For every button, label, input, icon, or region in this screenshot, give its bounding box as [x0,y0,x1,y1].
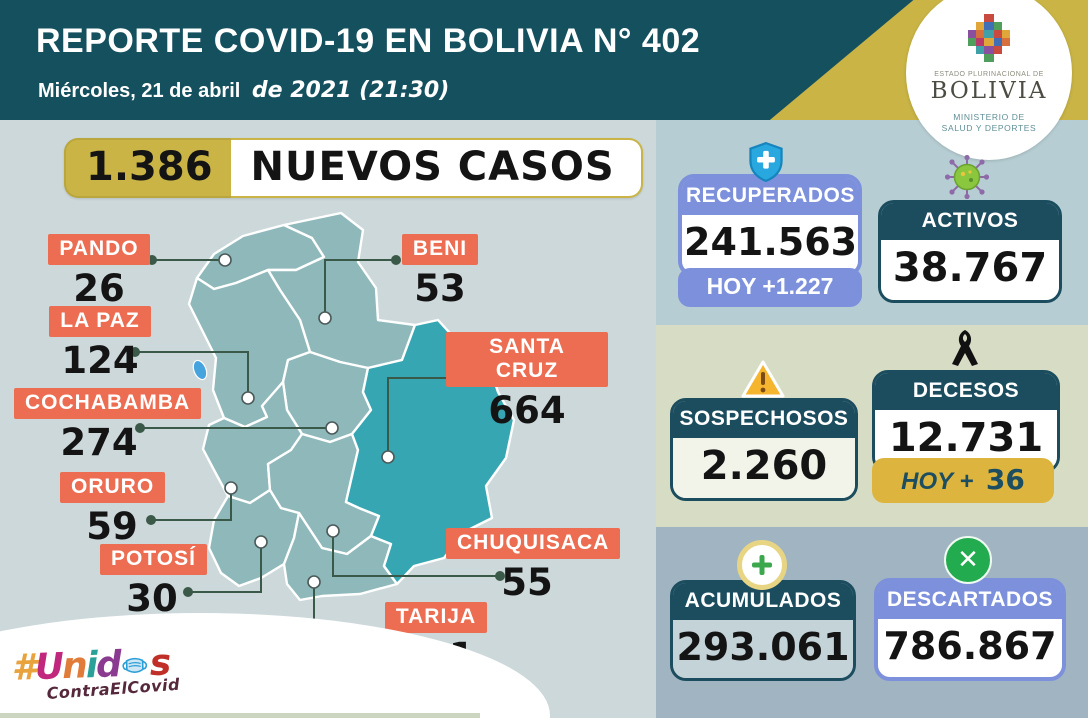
sospechosos-label: SOSPECHOSOS [673,401,855,438]
decesos-today-pill: HOY + 36 [872,458,1054,503]
report-title: REPORTE COVID-19 EN BOLIVIA N° 402 [36,22,701,60]
report-date-day: Miércoles, 21 de abril [38,80,241,102]
recuperados-label: RECUPERADOS [682,178,858,215]
label-santa-cruz: SANTA CRUZ 664 [446,332,608,429]
label-pando: PANDO 26 [44,234,154,307]
label-beni: BENI 53 [396,234,484,307]
map-panel: 1.386 NUEVOS CASOS PANDO 26 BENI 53 LA P… [0,120,656,718]
acumulados-card: ACUMULADOS 293.061 [670,580,856,681]
decesos-value: 12.731 [875,410,1057,470]
decesos-label: DECESOS [875,373,1057,410]
virus-icon [944,154,990,200]
logo-ministry-name: MINISTERIO DE SALUD Y DEPORTES [941,112,1037,134]
label-cochabamba: COCHABAMBA 274 [14,388,202,464]
activos-value: 38.767 [881,240,1059,300]
label-santa-cruz-value: 664 [488,389,566,432]
mourning-ribbon-icon [952,330,978,366]
chakana-cross-icon [968,14,1010,62]
label-potosi: POTOSÍ 30 [100,544,207,620]
label-oruro-value: 59 [86,505,138,548]
recuperados-card: RECUPERADOS 241.563 [678,174,862,277]
label-tarija-name: TARIJA [384,602,488,633]
label-potosi-value: 30 [126,577,178,620]
acumulados-label: ACUMULADOS [673,583,853,620]
label-pando-value: 26 [73,267,125,310]
new-cases-label: NUEVOS CASOS [230,138,643,198]
map-dots [218,253,395,589]
label-beni-name: BENI [401,234,479,265]
label-chuquisaca: CHUQUISACA 55 [446,528,621,604]
descartados-label: DESCARTADOS [878,582,1062,619]
report-date: Miércoles, 21 de abril de 2021 (21:30) [38,78,449,103]
lake-titicaca [192,359,208,381]
face-mask-icon [122,657,148,673]
warning-triangle-icon [741,360,785,398]
decesos-today-value: 36 [985,463,1025,496]
ministry-logo: ESTADO PLURINACIONAL DE BOLIVIA MINISTER… [906,0,1072,160]
recuperados-today-pill: HOY +1.227 [678,268,862,307]
unidos-word: #Unid s [11,642,170,689]
report-date-year-time: de 2021 (21:30) [251,78,450,103]
label-beni-value: 53 [414,267,466,310]
label-chuquisaca-name: CHUQUISACA [446,528,621,559]
activos-label: ACTIVOS [881,203,1059,240]
label-potosi-name: POTOSÍ [100,544,207,575]
label-oruro: ORURO 59 [60,472,166,548]
label-pando-name: PANDO [48,234,150,265]
shield-plus-icon [749,141,783,183]
label-oruro-name: ORURO [60,472,166,503]
label-la-paz-value: 124 [61,339,139,382]
label-cochabamba-name: COCHABAMBA [14,388,202,419]
unidos-campaign-logo: #Unid s ContraElCovid [11,642,180,703]
label-la-paz: LA PAZ 124 [46,306,154,379]
bottom-sage-strip [0,713,480,718]
logo-state-line: ESTADO PLURINACIONAL DE [934,71,1044,78]
sospechosos-value: 2.260 [673,438,855,498]
new-cases-banner: 1.386 NUEVOS CASOS [64,138,643,198]
acumulados-value: 293.061 [673,620,853,678]
label-la-paz-name: LA PAZ [49,306,151,337]
label-cochabamba-value: 274 [60,421,138,464]
recuperados-value: 241.563 [682,215,858,273]
plus-circle-icon [737,540,787,590]
new-cases-value: 1.386 [64,138,231,198]
logo-country-name: BOLIVIA [930,78,1048,104]
descartados-card: DESCARTADOS 786.867 [874,578,1066,681]
activos-card: ACTIVOS 38.767 [878,200,1062,303]
sospechosos-card: SOSPECHOSOS 2.260 [670,398,858,501]
label-santa-cruz-name: SANTA CRUZ [446,332,608,387]
decesos-today-prefix: HOY + [901,468,974,495]
discarded-x-icon: ✕ [944,536,992,584]
descartados-value: 786.867 [878,619,1062,677]
decesos-card: DECESOS 12.731 [872,370,1060,473]
label-chuquisaca-value: 55 [501,561,553,604]
